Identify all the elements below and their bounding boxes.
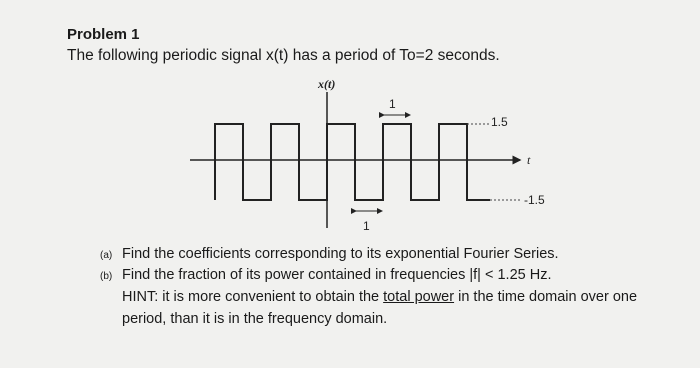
question-text: Find the fraction of its power contained… bbox=[122, 267, 552, 283]
high-label: 1.5 bbox=[491, 115, 508, 129]
question: (b) Find the fraction of its power contai… bbox=[100, 267, 551, 283]
question-marker: (a) bbox=[100, 250, 113, 261]
x-axis-label: t bbox=[527, 153, 531, 167]
width-label: 1 bbox=[363, 219, 370, 233]
y-axis-label: x(t) bbox=[317, 77, 335, 91]
hint-text: HINT: it is more convenient to obtain th… bbox=[122, 289, 380, 305]
question: (a) Find the coefficients corresponding t… bbox=[100, 246, 559, 262]
low-label: -1.5 bbox=[524, 193, 545, 207]
question-marker: (b) bbox=[100, 271, 113, 282]
square-wave bbox=[214, 123, 490, 201]
hint-underlined: total power bbox=[383, 289, 455, 305]
problem-title: Problem 1 bbox=[67, 26, 140, 43]
question-text: Find the coefficients corresponding to i… bbox=[122, 246, 559, 262]
hint-text: in the time domain over one period, than… bbox=[122, 289, 638, 327]
problem-statement: The following periodic signal x(t) has a… bbox=[67, 47, 500, 64]
hint: HINT: it is more convenient to obtain th… bbox=[122, 286, 662, 330]
width-label: 1 bbox=[389, 97, 396, 111]
